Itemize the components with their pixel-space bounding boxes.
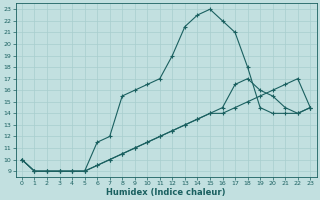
X-axis label: Humidex (Indice chaleur): Humidex (Indice chaleur) (106, 188, 226, 197)
